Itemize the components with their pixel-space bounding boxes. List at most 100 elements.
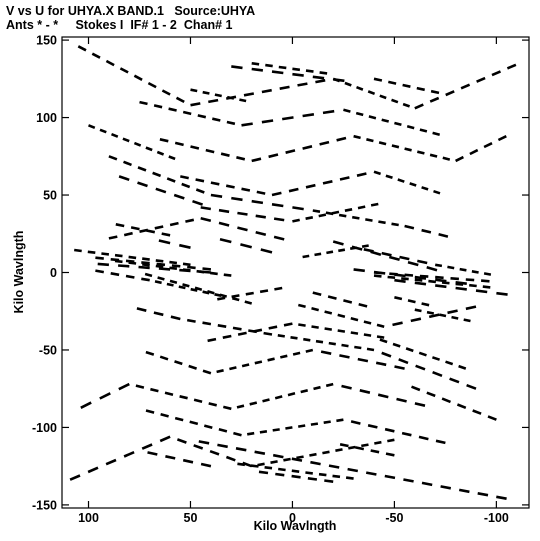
y-tick-label-3: 0 xyxy=(50,266,57,280)
uv-point xyxy=(426,391,436,398)
uv-point xyxy=(214,93,222,98)
uv-point xyxy=(254,360,263,365)
uv-point xyxy=(379,338,388,344)
uv-point xyxy=(469,283,477,288)
uv-point xyxy=(195,178,205,183)
uv-point xyxy=(173,193,185,200)
uv-track xyxy=(237,462,354,480)
uv-track xyxy=(455,135,507,163)
uv-point xyxy=(312,291,322,297)
uv-point xyxy=(99,392,111,400)
uv-point xyxy=(217,443,228,449)
uv-point xyxy=(381,118,390,123)
uv-point xyxy=(450,277,459,281)
uv-point xyxy=(459,267,467,272)
uv-point xyxy=(388,80,397,85)
uv-point xyxy=(366,138,374,143)
uv-point xyxy=(141,443,153,450)
uv-point xyxy=(261,119,274,124)
uv-point xyxy=(258,470,269,475)
uv-point xyxy=(285,426,293,430)
uv-track xyxy=(241,109,335,127)
uv-point xyxy=(480,279,490,283)
uv-point xyxy=(373,77,383,82)
uv-point xyxy=(168,107,177,112)
uv-point xyxy=(439,313,447,318)
uv-point xyxy=(394,278,406,283)
uv-point xyxy=(176,438,187,444)
uv-track xyxy=(108,218,195,240)
uv-point xyxy=(182,262,191,267)
uv-point xyxy=(239,98,247,103)
uv-point xyxy=(179,243,191,249)
uv-point xyxy=(271,70,284,75)
uv-point xyxy=(435,439,446,445)
uv-point xyxy=(169,266,178,270)
uv-point xyxy=(273,235,285,241)
uv-point xyxy=(285,149,296,154)
uv-track xyxy=(312,291,368,308)
uv-point xyxy=(158,267,171,271)
uv-point xyxy=(182,110,192,116)
uv-point xyxy=(339,354,350,359)
uv-point xyxy=(314,252,322,257)
uv-point xyxy=(384,474,396,480)
uv-point xyxy=(414,278,423,282)
y-tick-label-1: 100 xyxy=(36,111,57,125)
uv-track xyxy=(77,45,185,104)
uv-point xyxy=(373,274,382,278)
x-axis-label: Kilo Wavlngth xyxy=(254,519,337,533)
uv-point xyxy=(302,145,313,150)
uv-point xyxy=(401,431,412,437)
uv-point xyxy=(157,276,165,281)
uv-point xyxy=(396,397,407,403)
uv-point xyxy=(496,495,507,500)
uv-point xyxy=(169,260,178,265)
uv-track xyxy=(145,409,242,437)
uv-track xyxy=(139,100,236,126)
uv-point xyxy=(274,395,283,400)
uv-point xyxy=(154,280,162,285)
uv-point xyxy=(415,364,426,371)
uv-point xyxy=(374,440,382,445)
uv-point xyxy=(69,474,81,481)
uv-point xyxy=(426,310,435,315)
uv-point xyxy=(257,462,265,467)
uv-point xyxy=(310,460,321,466)
uv-point xyxy=(108,155,118,161)
uv-point xyxy=(358,303,368,308)
uv-point xyxy=(406,125,415,130)
plot-frame xyxy=(61,36,530,509)
uv-point xyxy=(417,259,428,265)
uv-point xyxy=(237,331,247,336)
uv-point xyxy=(435,278,447,283)
uv-point xyxy=(179,395,188,400)
uv-point xyxy=(335,448,343,452)
uv-point xyxy=(350,317,359,322)
uv-point xyxy=(361,443,369,448)
uv-point xyxy=(241,363,250,368)
uv-point xyxy=(355,111,364,117)
uv-point xyxy=(351,215,360,220)
uv-point xyxy=(251,62,260,66)
uv-point xyxy=(283,322,293,327)
uv-point xyxy=(292,67,301,72)
uv-point xyxy=(158,239,171,245)
uv-point xyxy=(145,350,155,356)
uv-point xyxy=(231,196,243,202)
uv-point xyxy=(272,428,280,432)
uv-point xyxy=(332,474,341,479)
uv-point xyxy=(159,355,169,361)
uv-point xyxy=(483,272,492,276)
uv-point xyxy=(367,90,376,96)
uv-point xyxy=(309,452,317,457)
uv-point xyxy=(429,96,440,103)
uv-point xyxy=(336,136,347,142)
uv-point xyxy=(475,289,488,294)
uv-point xyxy=(355,446,365,451)
uv-point xyxy=(88,124,96,130)
uv-point xyxy=(385,174,393,180)
uv-point xyxy=(326,250,334,255)
uv-point xyxy=(476,76,486,83)
uv-track xyxy=(297,303,385,328)
